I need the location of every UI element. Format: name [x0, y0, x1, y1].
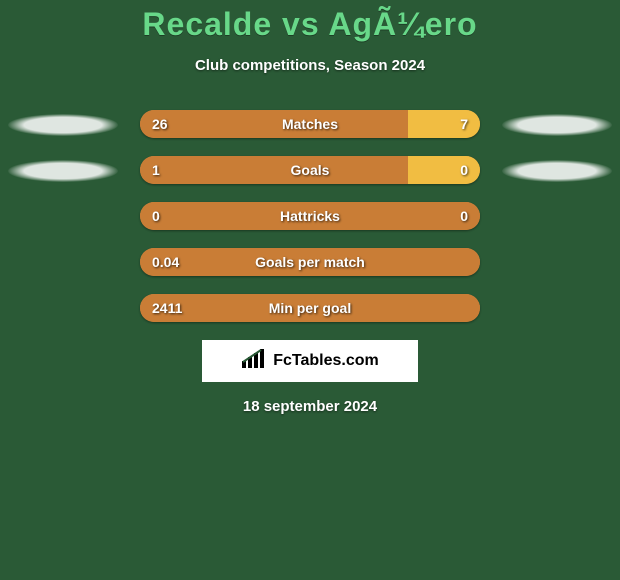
stat-bar: Goals per match0.04 — [140, 248, 480, 276]
stat-bar-right-seg — [408, 110, 480, 138]
player-shadow-right — [502, 160, 612, 182]
stat-bar-left-seg — [140, 202, 480, 230]
stat-row: Hattricks00 — [0, 202, 620, 230]
player-shadow-left — [8, 160, 118, 182]
stat-bar-left-seg — [140, 294, 480, 322]
stat-bar: Min per goal2411 — [140, 294, 480, 322]
stat-row: Matches267 — [0, 110, 620, 138]
stat-bar: Goals10 — [140, 156, 480, 184]
subtitle: Club competitions, Season 2024 — [0, 57, 620, 74]
stat-bar-left-seg — [140, 110, 408, 138]
date-text: 18 september 2024 — [0, 398, 620, 415]
stat-bar-left-seg — [140, 248, 480, 276]
stat-bars: Matches267 Goals10 Hattricks00 Goals per ma… — [0, 110, 620, 322]
source-text: FcTables.com — [273, 352, 379, 370]
stat-bar-left-seg — [140, 156, 408, 184]
page-title: Recalde vs AgÃ¼ero — [0, 0, 620, 43]
source-badge[interactable]: FcTables.com — [202, 340, 418, 382]
stat-row: Goals10 — [0, 156, 620, 184]
player-shadow-left — [8, 114, 118, 136]
chart-bars-icon — [241, 349, 267, 374]
player-shadow-right — [502, 114, 612, 136]
stat-bar: Matches267 — [140, 110, 480, 138]
comparison-card: Recalde vs AgÃ¼ero Club competitions, Se… — [0, 0, 620, 580]
stat-row: Min per goal2411 — [0, 294, 620, 322]
stat-row: Goals per match0.04 — [0, 248, 620, 276]
stat-bar-right-seg — [408, 156, 480, 184]
stat-bar: Hattricks00 — [140, 202, 480, 230]
